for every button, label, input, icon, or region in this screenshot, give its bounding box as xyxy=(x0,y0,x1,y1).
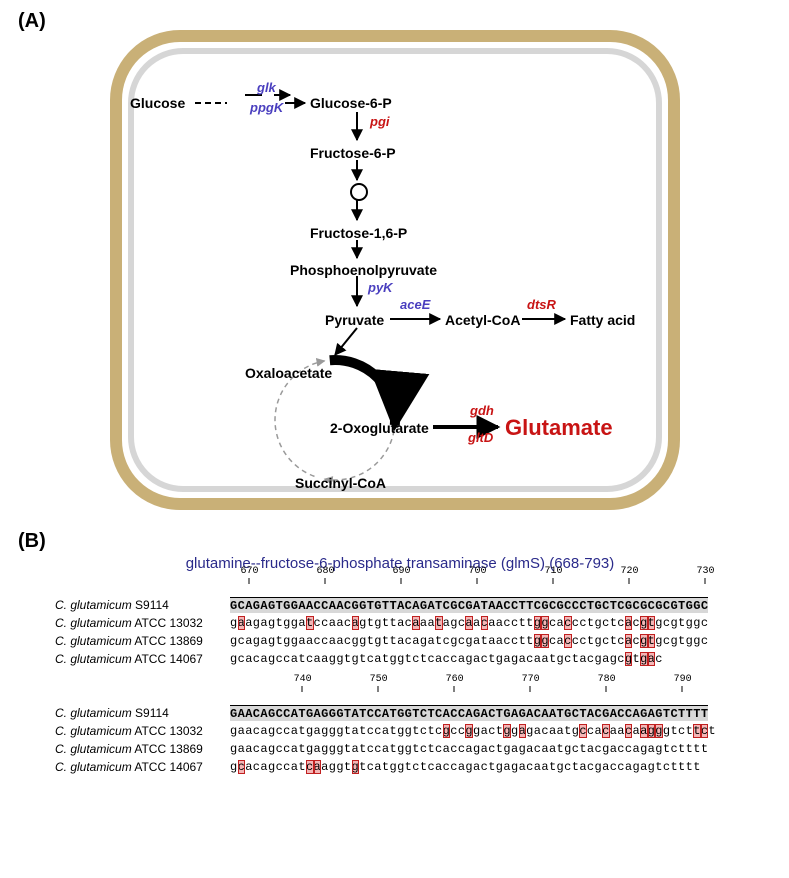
alignment-row-ref: C. glutamicum S9114GAACAGCCATGAGGGTATCCA… xyxy=(55,704,745,722)
gene-aceE: aceE xyxy=(400,297,430,312)
gene-ppgK: ppgK xyxy=(250,100,283,115)
panel-a: Glucose Glucose-6-P Fructose-6-P Fructose-1… xyxy=(110,30,680,510)
gene-gdh: gdh xyxy=(470,403,494,418)
metabolite-succoa: Succinyl-CoA xyxy=(295,475,386,491)
strain-label: C. glutamicum ATCC 13869 xyxy=(55,634,230,648)
metabolite-oaa: Oxaloacetate xyxy=(245,365,332,381)
alignment-row: C. glutamicum ATCC 13869gcagagtggaaccaac… xyxy=(55,632,745,650)
alignment-row: C. glutamicum ATCC 13032gaagagtggatccaac… xyxy=(55,614,745,632)
gene-dtsR: dtsR xyxy=(527,297,556,312)
sequence: gcagagtggaaccaacggtgttacagatcgcgataacctt… xyxy=(230,634,708,648)
panel-b: glutamine--fructose-6-phosphate transami… xyxy=(55,555,745,794)
alignment-block: 670680690700710720730C. glutamicum S9114… xyxy=(55,578,745,668)
metabolite-akg: 2-Oxoglutarate xyxy=(330,420,429,436)
sequence: gcacagccatcaaggtgtcatggtctcaccagactgagac… xyxy=(230,760,701,774)
strain-label: C. glutamicum ATCC 14067 xyxy=(55,760,230,774)
alignment-row-ref: C. glutamicum S9114GCAGAGTGGAACCAACGGTGT… xyxy=(55,596,745,614)
sequence: gaagagtggatccaacagtgttacaaatagcaacaacctt… xyxy=(230,616,708,630)
metabolite-glutamate: Glutamate xyxy=(505,415,613,441)
alignment-row: C. glutamicum ATCC 13032gaacagccatgagggt… xyxy=(55,722,745,740)
alignment-row: C. glutamicum ATCC 14067gcacagccatcaaggt… xyxy=(55,650,745,668)
sequence: GCAGAGTGGAACCAACGGTGTTACAGATCGCGATAACCTT… xyxy=(230,597,708,613)
alignment-block: 740750760770780790C. glutamicum S9114GAA… xyxy=(55,686,745,776)
metabolite-acetylcoa: Acetyl-CoA xyxy=(445,312,520,328)
strain-label: C. glutamicum S9114 xyxy=(55,706,230,720)
sequence-ruler: 670680690700710720730 xyxy=(230,578,745,596)
gene-glk: glk xyxy=(257,80,276,95)
metabolite-glucose6p: Glucose-6-P xyxy=(310,95,392,111)
metabolite-pep: Phosphoenolpyruvate xyxy=(290,262,437,278)
strain-label: C. glutamicum ATCC 13032 xyxy=(55,616,230,630)
alignment-row: C. glutamicum ATCC 13869gaacagccatgagggt… xyxy=(55,740,745,758)
metabolite-fatty: Fatty acid xyxy=(570,312,635,328)
strain-label: C. glutamicum ATCC 13869 xyxy=(55,742,230,756)
strain-label: C. glutamicum ATCC 13032 xyxy=(55,724,230,738)
panel-b-label: (B) xyxy=(18,530,46,553)
figure: (A) Glucose Glucose-6-P Fructose-6-P Fructo… xyxy=(0,0,789,878)
panel-a-label: (A) xyxy=(18,10,46,33)
alignment-row: C. glutamicum ATCC 14067gcacagccatcaaggt… xyxy=(55,758,745,776)
hollow-metabolite-icon xyxy=(350,183,368,201)
sequence: GAACAGCCATGAGGGTATCCATGGTCTCACCAGACTGAGA… xyxy=(230,705,708,721)
sequence: gaacagccatgagggtatccatggtctcaccagactgaga… xyxy=(230,742,708,756)
strain-label: C. glutamicum S9114 xyxy=(55,598,230,612)
sequence: gcacagccatcaaggtgtcatggtctcaccagactgagac… xyxy=(230,652,663,666)
sequence-ruler: 740750760770780790 xyxy=(230,686,745,704)
gene-pgi: pgi xyxy=(370,114,390,129)
strain-label: C. glutamicum ATCC 14067 xyxy=(55,652,230,666)
metabolite-fructose16p: Fructose-1,6-P xyxy=(310,225,407,241)
gene-pyk: pyK xyxy=(368,280,393,295)
gene-gltD: gltD xyxy=(468,430,493,445)
metabolite-fructose6p: Fructose-6-P xyxy=(310,145,396,161)
sequence: gaacagccatgagggtatccatggtctcgccggactggag… xyxy=(230,724,716,738)
metabolite-pyruvate: Pyruvate xyxy=(325,312,384,328)
metabolite-glucose_out: Glucose xyxy=(130,95,185,111)
